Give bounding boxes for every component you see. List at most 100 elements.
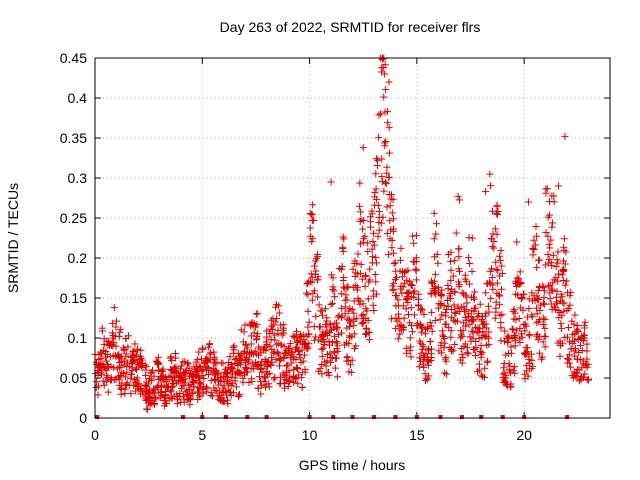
- data-point-peak: [561, 132, 569, 140]
- data-point: [420, 310, 428, 318]
- data-point: [312, 255, 320, 263]
- data-point: [334, 348, 342, 356]
- data-point: [544, 250, 552, 258]
- data-point: [179, 358, 187, 366]
- data-point: [542, 228, 550, 236]
- data-point: [539, 314, 547, 322]
- data-point: [367, 218, 375, 226]
- data-point: [565, 356, 573, 364]
- data-point: [199, 372, 207, 380]
- data-point: [331, 364, 339, 372]
- data-point: [497, 285, 505, 293]
- data-point: [238, 350, 246, 358]
- data-point: [458, 289, 466, 297]
- data-point: [567, 363, 575, 371]
- data-point: [313, 293, 321, 301]
- data-point: [574, 327, 582, 335]
- data-point: [341, 310, 349, 318]
- data-point: [195, 348, 203, 356]
- data-point: [418, 306, 426, 314]
- data-point: [478, 349, 486, 357]
- data-point: [516, 325, 524, 333]
- data-point: [269, 349, 277, 357]
- data-point: [531, 241, 539, 249]
- data-point: [224, 386, 232, 394]
- data-point: [114, 373, 122, 381]
- data-point: [139, 388, 147, 396]
- data-point: [301, 351, 309, 359]
- data-point: [458, 359, 466, 367]
- data-point: [412, 258, 420, 266]
- data-point: [482, 320, 490, 328]
- data-point: [576, 355, 584, 363]
- data-point: [407, 280, 415, 288]
- data-point: [362, 271, 370, 279]
- data-point: [124, 343, 132, 351]
- data-point: [399, 273, 407, 281]
- data-point: [333, 319, 341, 327]
- data-point: [451, 288, 459, 296]
- data-point: [328, 299, 336, 307]
- data-point: [285, 367, 293, 375]
- data-point: [383, 229, 391, 237]
- data-point: [211, 359, 219, 367]
- data-point: [103, 372, 111, 380]
- data-point: [476, 325, 484, 333]
- data-point: [465, 321, 473, 329]
- data-point: [447, 266, 455, 274]
- data-point: [526, 330, 534, 338]
- data-point: [426, 338, 434, 346]
- data-point: [120, 370, 128, 378]
- data-point: [233, 359, 241, 367]
- data-point: [508, 325, 516, 333]
- data-point: [119, 344, 127, 352]
- data-point: [560, 243, 568, 251]
- data-point: [110, 338, 118, 346]
- data-point: [359, 311, 367, 319]
- data-point: [546, 244, 554, 252]
- data-point: [226, 353, 234, 361]
- data-point: [547, 236, 555, 244]
- data-point: [200, 375, 208, 383]
- data-point: [372, 254, 380, 262]
- data-point: [507, 349, 515, 357]
- data-point: [513, 238, 521, 246]
- data-point: [392, 302, 400, 310]
- data-point: [458, 350, 466, 358]
- data-point: [393, 292, 401, 300]
- data-point: [541, 324, 549, 332]
- data-point: [415, 363, 423, 371]
- data-point: [385, 149, 393, 157]
- data-point: [490, 244, 498, 252]
- data-point: [224, 364, 232, 372]
- data-point: [358, 275, 366, 283]
- data-point: [410, 311, 418, 319]
- data-point: [384, 108, 392, 116]
- data-point: [463, 349, 471, 357]
- bottom-marker: [500, 415, 505, 419]
- data-point: [382, 86, 390, 94]
- data-point: [544, 213, 552, 221]
- data-point: [500, 376, 508, 384]
- data-point: [356, 179, 364, 187]
- data-point: [559, 276, 567, 284]
- data-point: [583, 340, 591, 348]
- data-point: [95, 382, 103, 390]
- data-point: [223, 391, 231, 399]
- data-point: [219, 359, 227, 367]
- data-point: [404, 289, 412, 297]
- data-point: [511, 369, 519, 377]
- data-point: [473, 368, 481, 376]
- data-point: [294, 336, 302, 344]
- data-point: [432, 230, 440, 238]
- data-point: [270, 331, 278, 339]
- data-point: [127, 371, 135, 379]
- data-point: [289, 355, 297, 363]
- data-point: [227, 360, 235, 368]
- data-point: [540, 283, 548, 291]
- data-point: [375, 134, 383, 142]
- bottom-markers: [95, 415, 570, 419]
- data-point: [168, 383, 176, 391]
- data-point: [362, 330, 370, 338]
- y-tick-label: 0.4: [68, 90, 88, 106]
